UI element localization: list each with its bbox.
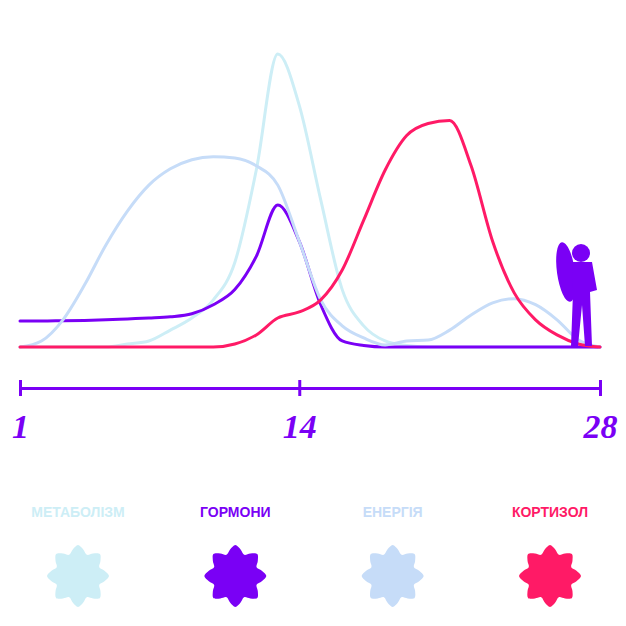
surfer-figure xyxy=(553,241,597,346)
legend-swatch xyxy=(362,545,424,607)
legend-item: КОРТИЗОЛ xyxy=(512,504,588,607)
chart: 1 14 28 МЕТАБОЛІЗМ ГОРМОНИ ЕНЕРГІЯ КОРТИЗОЛ xyxy=(0,0,626,626)
legend-swatch xyxy=(519,545,581,607)
series-line xyxy=(20,157,600,347)
legend: МЕТАБОЛІЗМ ГОРМОНИ ЕНЕРГІЯ КОРТИЗОЛ xyxy=(31,504,588,607)
axis-line xyxy=(21,387,601,390)
legend-item: ГОРМОНИ xyxy=(200,504,271,607)
tick-label: 14 xyxy=(283,408,317,445)
x-axis: 1 14 28 xyxy=(12,380,618,445)
tick-mark xyxy=(599,380,602,396)
legend-label: ЕНЕРГІЯ xyxy=(363,504,423,520)
legend-item: МЕТАБОЛІЗМ xyxy=(31,504,125,607)
legend-label: МЕТАБОЛІЗМ xyxy=(31,504,125,520)
figure-head xyxy=(572,244,590,262)
legend-label: КОРТИЗОЛ xyxy=(512,504,588,520)
legend-swatch xyxy=(47,545,109,607)
tick: 14 xyxy=(283,380,317,445)
tick-mark xyxy=(298,380,301,396)
tick-label: 28 xyxy=(583,408,618,445)
tick: 28 xyxy=(583,380,618,445)
legend-label: ГОРМОНИ xyxy=(200,504,271,520)
plot-area xyxy=(20,54,600,347)
tick: 1 xyxy=(12,380,29,445)
tick-label: 1 xyxy=(12,408,29,445)
legend-swatch xyxy=(204,545,266,607)
series-line xyxy=(20,121,600,348)
figure-body xyxy=(571,262,597,346)
series-line xyxy=(20,54,600,347)
tick-mark xyxy=(19,380,22,396)
legend-item: ЕНЕРГІЯ xyxy=(362,504,424,607)
